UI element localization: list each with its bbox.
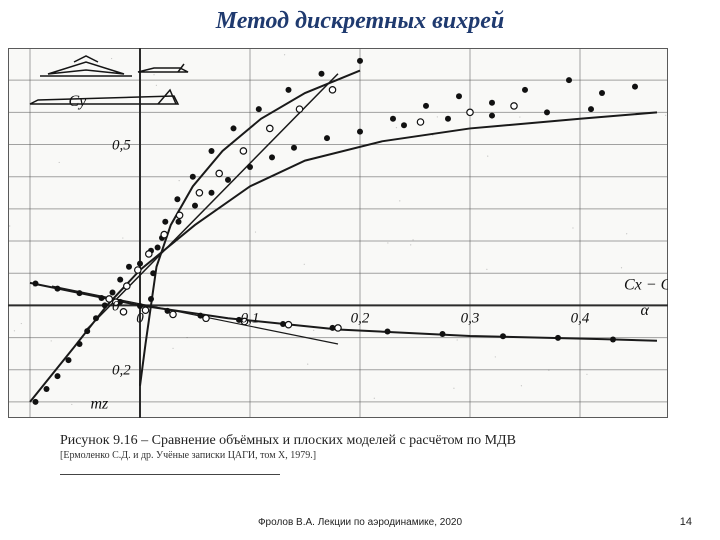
- caption-citation: [Ермоленко С.Д. и др. Учёные записки ЦАГ…: [60, 450, 660, 463]
- svg-text:Cx − Cxо: Cx − Cxо: [624, 276, 668, 293]
- figure-caption: Рисунок 9.16 – Сравнение объёмных и плос…: [60, 432, 660, 462]
- page-number: 14: [680, 516, 692, 528]
- svg-text:Cу: Cу: [69, 93, 88, 110]
- slide-footer: Фролов В.А. Лекции по аэродинамике, 2020: [0, 517, 720, 528]
- svg-text:0,2: 0,2: [112, 363, 131, 379]
- chart: 0 0,1 0,2 0,3 0,4 0,5 0,2 0 Cу mz Cx − Cxо α: [8, 48, 668, 418]
- caption-main: Рисунок 9.16 – Сравнение объёмных и плос…: [60, 432, 660, 450]
- caption-rule: [60, 474, 280, 475]
- svg-text:0,3: 0,3: [461, 310, 480, 326]
- svg-text:0: 0: [136, 310, 144, 326]
- svg-text:0,2: 0,2: [351, 310, 370, 326]
- svg-text:0,4: 0,4: [571, 310, 590, 326]
- svg-text:0,5: 0,5: [112, 138, 131, 154]
- svg-text:0: 0: [112, 298, 120, 314]
- slide-title: Метод дискретных вихрей: [0, 8, 720, 35]
- svg-text:0,1: 0,1: [241, 310, 260, 326]
- svg-text:mz: mz: [91, 395, 110, 412]
- svg-text:α: α: [641, 302, 650, 319]
